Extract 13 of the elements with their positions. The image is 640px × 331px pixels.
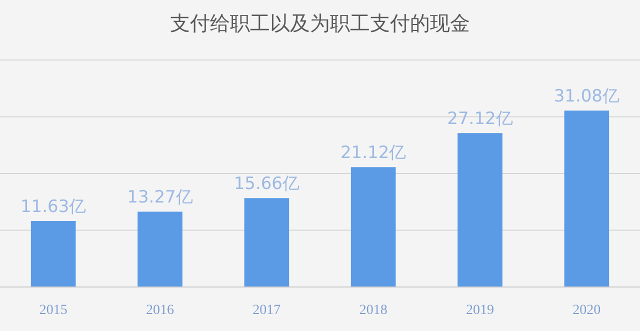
data-label: 31.08亿 [554, 86, 620, 107]
x-tick-label: 2015 [39, 303, 68, 318]
x-tick-label: 2016 [146, 303, 174, 318]
x-tick-label: 2020 [572, 303, 601, 318]
data-label: 15.66亿 [234, 174, 300, 194]
x-tick-label: 2017 [252, 303, 281, 318]
data-label: 27.12亿 [447, 109, 513, 130]
data-label: 21.12亿 [340, 143, 406, 164]
x-tick-label: 2019 [466, 303, 494, 318]
x-tick-label: 2018 [359, 303, 388, 318]
title: 支付给职工以及为职工支付的现金 [170, 11, 470, 35]
data-label: 11.63亿 [20, 197, 86, 217]
data-label: 13.27亿 [127, 188, 193, 208]
